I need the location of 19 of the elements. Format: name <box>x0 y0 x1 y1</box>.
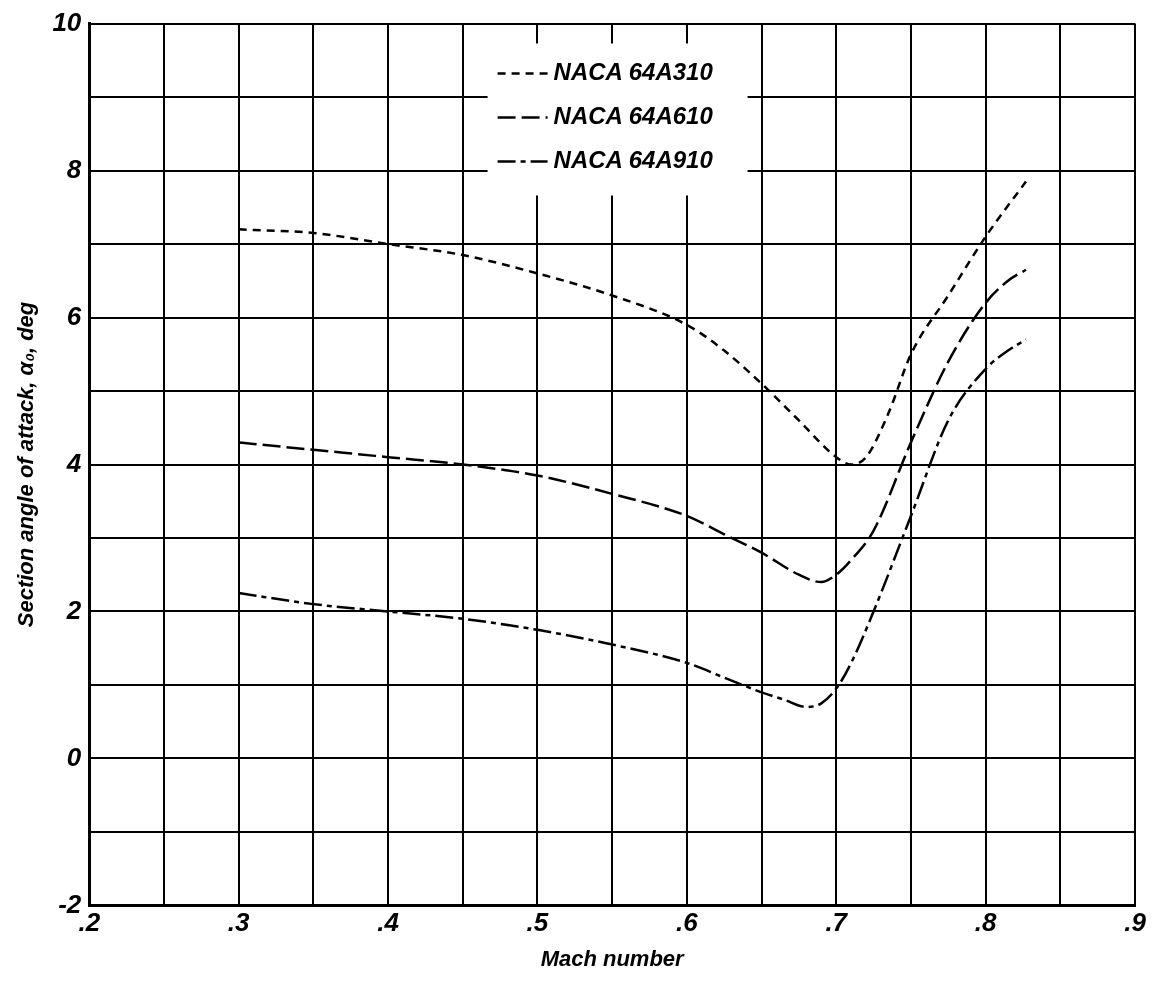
y-tick-label: 0 <box>66 741 82 772</box>
x-tick-label: .5 <box>526 907 549 938</box>
legend-label: NACA 64A910 <box>553 146 714 174</box>
y-tick-label: -2 <box>58 888 82 919</box>
x-tick-label: .4 <box>377 907 400 938</box>
x-tick-label: .7 <box>825 907 849 938</box>
y-tick-label: 8 <box>66 153 82 184</box>
y-tick-label: 6 <box>66 300 82 331</box>
x-tick-label: .3 <box>227 907 251 938</box>
y-tick-label: 4 <box>65 447 82 478</box>
legend-label: NACA 64A310 <box>553 58 714 86</box>
x-tick-label: .8 <box>974 907 997 938</box>
x-tick-label: .9 <box>1124 907 1147 938</box>
legend-label: NACA 64A610 <box>553 102 714 130</box>
y-axis-title: Section angle of attack, α₀, deg <box>13 301 39 628</box>
x-tick-label: .6 <box>676 907 699 938</box>
x-axis-title: Mach number <box>540 945 686 971</box>
y-tick-label: 2 <box>65 594 82 625</box>
y-tick-label: 10 <box>52 6 82 37</box>
